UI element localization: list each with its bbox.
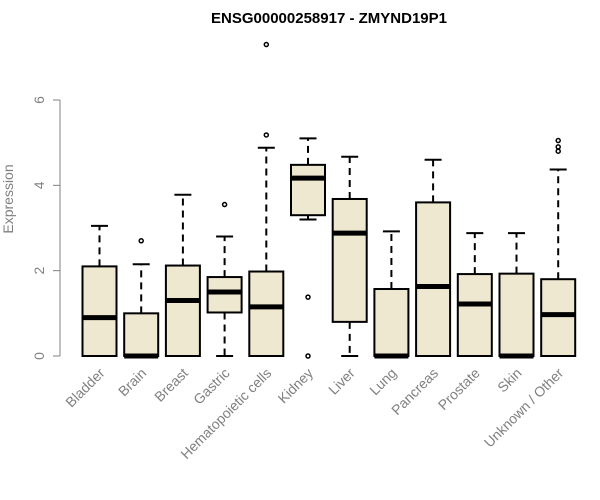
- box-iqr: [81, 265, 118, 357]
- box-kidney: [290, 137, 326, 359]
- box-iqr: [331, 197, 368, 323]
- box-unknown-other: [540, 137, 577, 358]
- x-tick-label: Lung: [366, 365, 399, 398]
- outlier-point: [305, 353, 311, 359]
- x-tick-label: Bladder: [62, 365, 108, 411]
- box-brain: [123, 238, 160, 359]
- outlier-point: [263, 41, 270, 48]
- y-tick-label: 2: [31, 267, 47, 275]
- box-iqr: [373, 288, 410, 357]
- x-tick-label: Breast: [151, 365, 191, 405]
- box-liver: [331, 155, 368, 357]
- x-tick-label: Unknown / Other: [481, 365, 567, 451]
- y-axis-ticks: 0 2 4 6: [31, 96, 60, 360]
- outlier-point: [305, 294, 311, 300]
- outlier-point: [221, 201, 228, 208]
- x-tick-label: Kidney: [275, 365, 317, 407]
- boxes: [81, 41, 577, 359]
- outlier-point: [263, 132, 270, 138]
- box-gastric: [206, 201, 243, 357]
- outlier-point: [555, 148, 561, 154]
- y-tick-label: 0: [31, 352, 47, 360]
- box-iqr: [498, 272, 535, 357]
- box-iqr: [415, 201, 452, 357]
- chart-title: ENSG00000258917 - ZMYND19P1: [211, 10, 447, 27]
- x-tick-label: Brain: [115, 365, 149, 399]
- box-iqr: [456, 273, 493, 357]
- box-prostate: [456, 232, 493, 357]
- box-skin: [498, 232, 535, 359]
- box-iqr: [206, 276, 243, 314]
- box-iqr: [290, 163, 326, 217]
- box-iqr: [540, 278, 577, 358]
- box-iqr: [164, 264, 201, 357]
- y-tick-label: 4: [31, 181, 47, 189]
- box-pancreas: [415, 158, 452, 357]
- y-axis-label: Expression: [0, 164, 16, 233]
- x-tick-label: Liver: [325, 365, 358, 398]
- outlier-point: [138, 238, 144, 244]
- box-iqr: [123, 312, 160, 358]
- box-lung: [373, 230, 410, 359]
- box-bladder: [81, 224, 118, 357]
- y-tick-label: 6: [31, 96, 47, 104]
- x-tick-label: Prostate: [435, 365, 483, 413]
- box-breast: [164, 193, 201, 357]
- outlier-point: [555, 144, 561, 150]
- x-tick-label: Skin: [494, 365, 525, 396]
- box-iqr: [248, 270, 285, 357]
- box-hematopoietic-cells: [248, 41, 285, 357]
- outlier-point: [555, 137, 561, 144]
